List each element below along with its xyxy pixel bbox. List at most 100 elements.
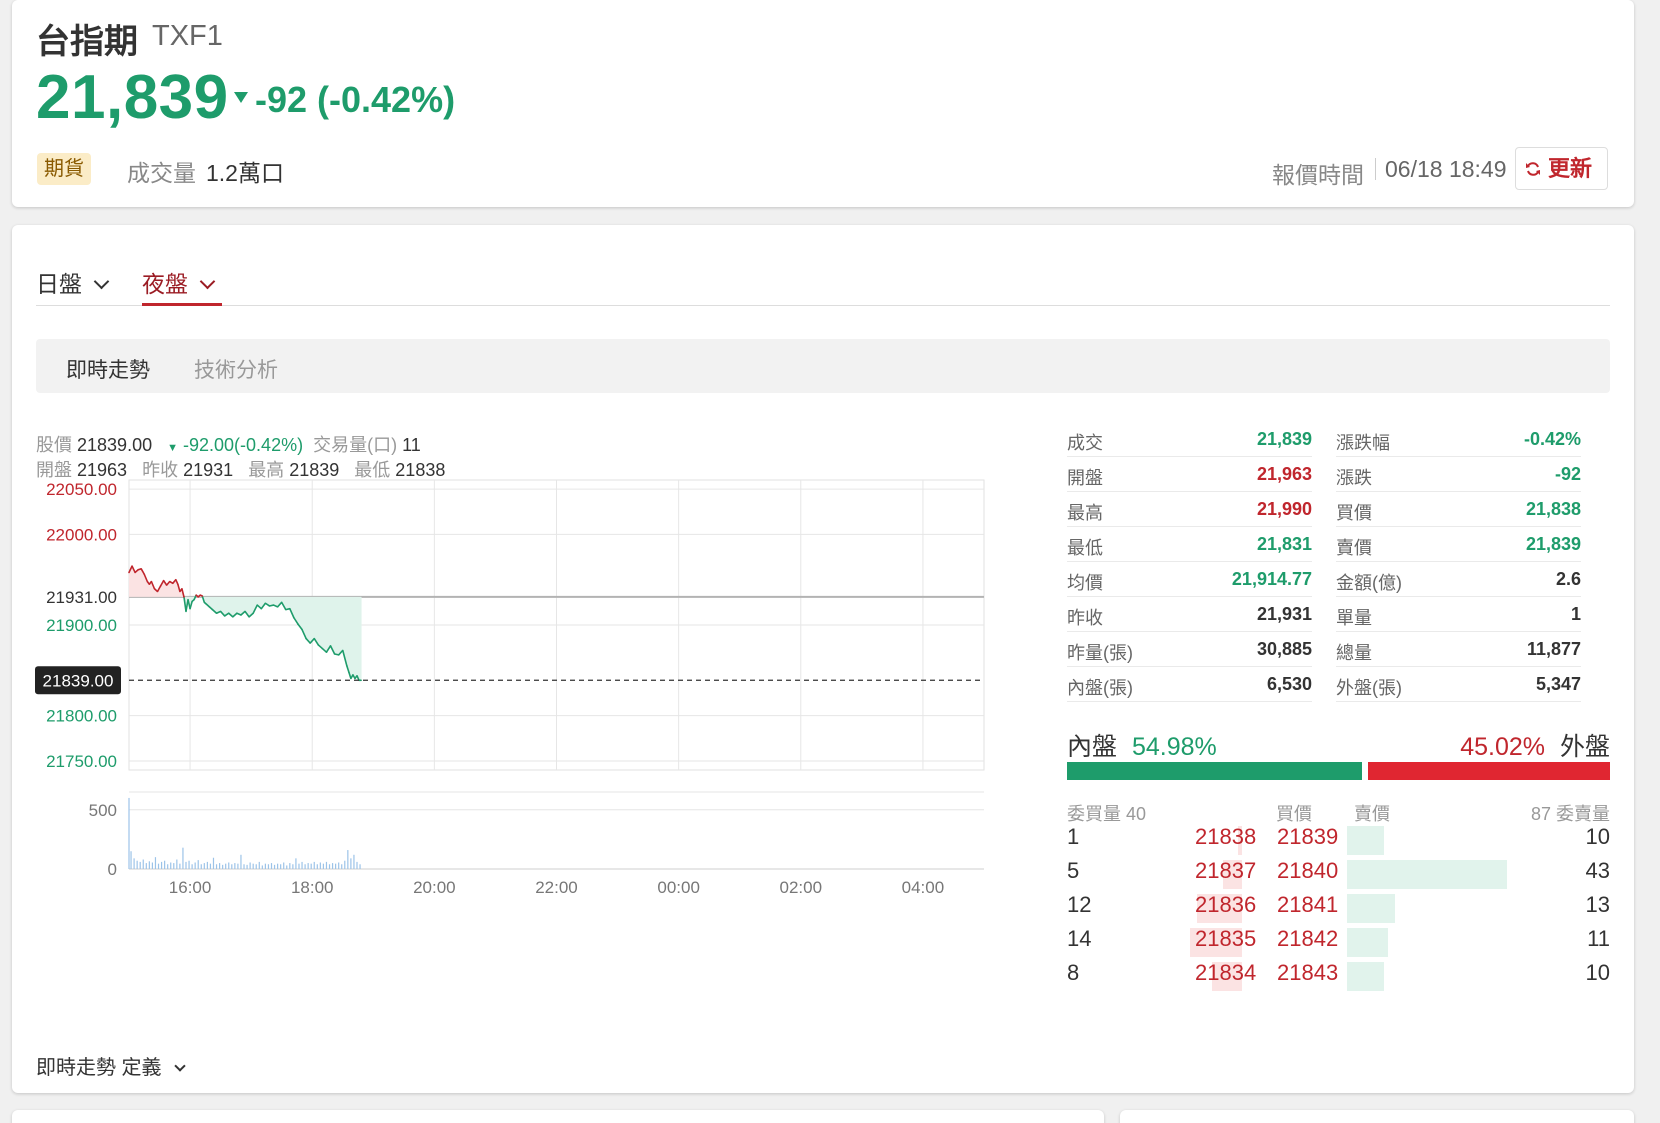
stats-value: 21,838 xyxy=(1525,499,1581,519)
stats-label: 成交 xyxy=(1067,433,1103,453)
price-point xyxy=(360,679,362,682)
y-tick-label: 22050.00 xyxy=(46,480,117,499)
next-card-left xyxy=(12,1110,1104,1123)
instrument-code: TXF1 xyxy=(152,20,223,52)
price-line-segment xyxy=(252,604,258,614)
price-point xyxy=(171,582,174,585)
price-point xyxy=(208,606,211,608)
info-price-label: 股價 xyxy=(36,435,72,455)
ask-qty-header: 87 委賣量 xyxy=(1530,804,1610,824)
outer-ratio: 45.02% 外盤 xyxy=(1460,727,1610,763)
info-prev-close-label: 昨收 xyxy=(142,460,179,480)
price-line-segment xyxy=(175,579,179,585)
stats-label: 最低 xyxy=(1067,538,1103,558)
tab-technical[interactable]: 技術分析 xyxy=(194,359,278,382)
info-prev-close: 21931 xyxy=(183,460,234,480)
price-line-segment xyxy=(211,608,218,614)
ask-depth-bar xyxy=(1347,928,1388,957)
price-point xyxy=(240,614,242,616)
session-divider xyxy=(36,305,1610,306)
price-line-segment xyxy=(280,601,287,610)
stats-value: 5,347 xyxy=(1535,674,1581,694)
price-point xyxy=(276,606,279,608)
stats-value: 21,914.77 xyxy=(1231,569,1312,589)
price-point xyxy=(201,595,204,597)
above-reference-fill xyxy=(129,566,362,597)
x-tick-label: 00:00 xyxy=(657,878,700,897)
ask-depth-bar xyxy=(1347,826,1384,855)
price-point xyxy=(260,607,263,610)
stats-row: 漲跌 -92 xyxy=(1336,455,1581,492)
price-line-segment xyxy=(338,649,344,656)
stats-row: 成交 21,839 xyxy=(1067,420,1312,457)
price-point xyxy=(205,603,208,605)
refresh-button[interactable]: 更新 xyxy=(1515,147,1608,190)
down-triangle-icon xyxy=(234,92,248,103)
ask-qty: 43 xyxy=(1585,858,1610,883)
price-point xyxy=(191,600,193,603)
ask-price: 21843 xyxy=(1277,960,1339,985)
inner-pct: 54.98% xyxy=(1131,733,1217,761)
ask-price: 21842 xyxy=(1277,926,1339,951)
down-triangle-icon: ▼ xyxy=(167,442,178,454)
bid-qty: 1 xyxy=(1067,824,1080,849)
current-price-label: 21839.00 xyxy=(43,671,114,690)
bid-depth-bar xyxy=(1190,928,1242,957)
price-line-segment xyxy=(189,601,193,609)
price-point xyxy=(356,674,358,677)
intraday-chart[interactable]: 22050.00 22000.00 21931.00 21900.00 21839.00… xyxy=(12,225,1012,925)
definition-label: 即時走勢 定義 xyxy=(36,1057,162,1079)
outer-pct: 45.02% xyxy=(1460,733,1546,761)
outer-label: 外盤 xyxy=(1559,733,1610,761)
price-line-segment xyxy=(313,638,319,646)
order-book-row: 14 21835 21842 11 xyxy=(12,926,1634,960)
bid-price: 21835 xyxy=(1195,926,1257,951)
bid-price: 21836 xyxy=(1195,892,1257,917)
price-line-segment xyxy=(309,638,315,644)
bid-depth-bar xyxy=(1212,962,1242,991)
y-tick-label: 21800.00 xyxy=(46,707,117,726)
stats-row: 買價 21,838 xyxy=(1336,490,1581,527)
current-price-label-bg xyxy=(35,666,121,695)
next-card-right xyxy=(1120,1110,1634,1123)
price-point xyxy=(177,583,179,586)
price-point xyxy=(223,615,226,617)
chevron-down-icon xyxy=(173,1060,186,1072)
price-point xyxy=(252,612,254,615)
price-point xyxy=(175,578,177,581)
price-point xyxy=(348,671,350,673)
chart-info-line-2: 開盤 21963 昨收 21931 最高 21839 最低 21838 xyxy=(36,456,445,482)
session-night-dropdown[interactable]: 夜盤 xyxy=(142,265,216,299)
price-point xyxy=(305,637,307,640)
volume-tick-label: 0 xyxy=(108,860,117,879)
price-point xyxy=(215,612,218,615)
price-point xyxy=(168,580,171,583)
quote-card: 台指期 TXF1 21,839 -92 (-0.42%) 期貨 成交量 1.2萬… xyxy=(12,0,1634,207)
order-book-row: 5 21837 21840 43 xyxy=(12,858,1634,892)
session-day-dropdown[interactable]: 日盤 xyxy=(36,265,110,299)
price-point xyxy=(317,644,320,646)
price-line-segment xyxy=(201,595,206,603)
price-line-segment xyxy=(177,584,181,592)
price-point xyxy=(264,602,267,605)
stats-label: 買價 xyxy=(1336,503,1372,523)
tab-realtime[interactable]: 即時走勢 xyxy=(66,359,150,382)
y-tick-label: 21931.00 xyxy=(46,588,117,607)
price-point xyxy=(134,571,136,574)
chart-subtabs: 即時走勢 技術分析 xyxy=(36,339,1610,393)
y-tick-label: 21900.00 xyxy=(46,616,117,635)
price-line-segment xyxy=(329,645,336,655)
session-night-label: 夜盤 xyxy=(142,271,188,297)
x-tick-label: 18:00 xyxy=(291,878,334,897)
price-point xyxy=(183,596,185,598)
price-line-segment xyxy=(150,581,156,590)
price-point xyxy=(159,585,162,587)
price-point xyxy=(309,642,311,644)
price-point xyxy=(150,580,153,583)
instrument-name: 台指期 xyxy=(36,23,138,61)
quote-time-label: 報價時間 xyxy=(1272,162,1364,188)
stats-value: 21,839 xyxy=(1525,534,1581,554)
definition-toggle[interactable]: 即時走勢 定義 xyxy=(36,1051,186,1080)
price-point xyxy=(185,610,187,613)
stats-label: 內盤(張) xyxy=(1067,678,1133,698)
